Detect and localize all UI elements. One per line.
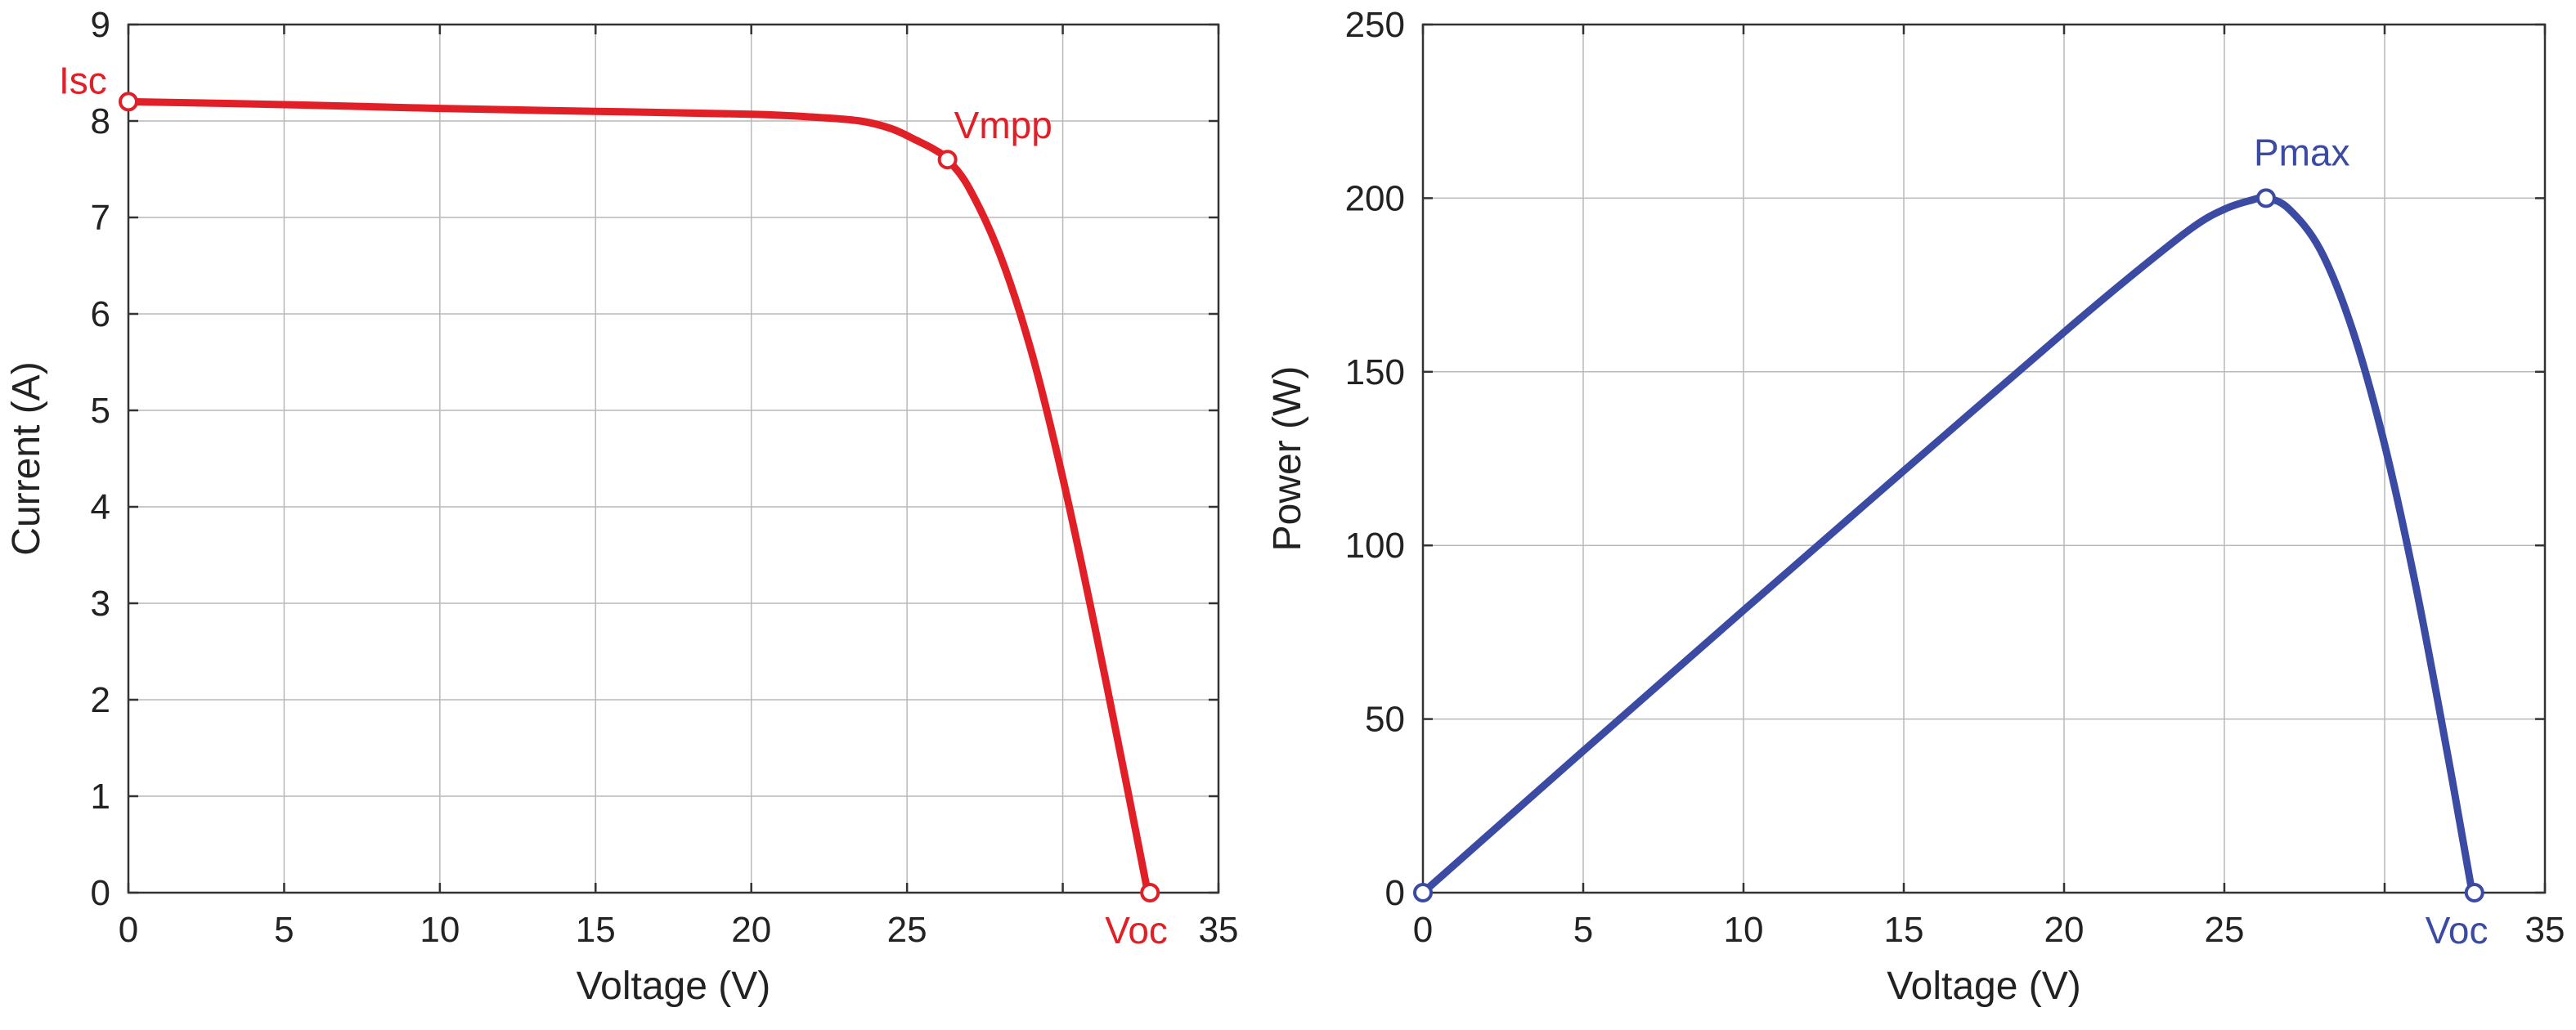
pv-curve-marker: [2464, 883, 2484, 902]
pv-curve-xtick-label: 10: [1724, 910, 1764, 950]
pv-curve-ytick-label: 0: [1385, 873, 1405, 913]
pv-curve-group: 0 5 10 15 20 25 35 0 50 100 150 200 250 Voltage (V) Po…: [1266, 5, 2565, 1008]
iv-curve-ytick-label: 0: [91, 873, 110, 913]
iv-curve-series-line: [124, 97, 1151, 892]
pv-curve-ytick-label: 250: [1345, 5, 1405, 45]
pv-curve-xtick-label: 15: [1884, 910, 1924, 950]
pv-curve-annotation-pmax: Pmax: [2254, 131, 2350, 173]
iv-curve-ytick-label: 7: [91, 198, 110, 238]
iv-curve-ytick-label: 9: [91, 5, 110, 45]
pv-curve-plot-frame: [1421, 23, 2547, 894]
pv-curve-ytick-label: 150: [1345, 352, 1405, 392]
iv-curve-xtick-label: 20: [731, 910, 771, 950]
iv-curve-plot-frame: [127, 23, 1220, 894]
pv-curve-xlabel: Voltage (V): [1887, 965, 2080, 1008]
iv-curve-annotation-vmpp: Vmpp: [954, 104, 1052, 146]
iv-curve-ytick-label: 1: [91, 777, 110, 817]
iv-curve-ytick-label: 3: [91, 584, 110, 624]
pv-curve-xtick-label: 25: [2205, 910, 2245, 950]
pv-curve-annotation-voc: Voc: [2426, 909, 2488, 952]
pv-curve-xtick-label: 20: [2044, 910, 2085, 950]
iv-curve-xtick-label: 35: [1199, 910, 1239, 950]
iv-curve-xtick-label: 10: [420, 910, 460, 950]
iv-curve-xtick-label: 15: [576, 910, 616, 950]
iv-curve-xtick-label: 5: [274, 910, 294, 950]
iv-curve-marker: [1140, 883, 1160, 902]
iv-curve-annotation-isc: Isc: [59, 59, 107, 101]
pv-curve-ytick-label: 100: [1345, 526, 1405, 566]
pv-curve-xtick-label: 35: [2525, 910, 2565, 950]
pv-curve-marker: [1413, 883, 1433, 902]
iv-curve-xtick-label: 25: [887, 910, 927, 950]
iv-curve-xlabel: Voltage (V): [577, 965, 770, 1008]
iv-curve-ytick-label: 5: [91, 391, 110, 431]
iv-curve-annotation-voc: Voc: [1105, 909, 1168, 952]
iv-curve-marker: [119, 92, 138, 112]
iv-curve-xtick-label: 0: [119, 910, 138, 950]
iv-curve-ytick-label: 8: [91, 101, 110, 141]
iv-curve-marker: [937, 150, 958, 170]
iv-curve-ytick-label: 6: [91, 294, 110, 334]
pv-curve-ytick-label: 50: [1365, 700, 1405, 740]
pv-curve-ylabel: Power (W): [1266, 366, 1309, 552]
pv-curve-marker: [2255, 188, 2276, 208]
iv-curve-ytick-label: 4: [91, 487, 110, 527]
pv-curve-ytick-label: 200: [1345, 178, 1405, 218]
pv-curve-xtick-label: 5: [1573, 910, 1593, 950]
iv-curve-ylabel: Current (A): [5, 361, 48, 555]
iv-curve-ytick-label: 2: [91, 680, 110, 720]
iv-curve-group: 0 5 10 15 20 25 35 0 1 2 3 4 5 6 7 8 9 Voltage (V) Current…: [5, 5, 1238, 1008]
pv-curve-xtick-label: 0: [1413, 910, 1433, 950]
pv-curve-series-line: [1419, 194, 2475, 897]
